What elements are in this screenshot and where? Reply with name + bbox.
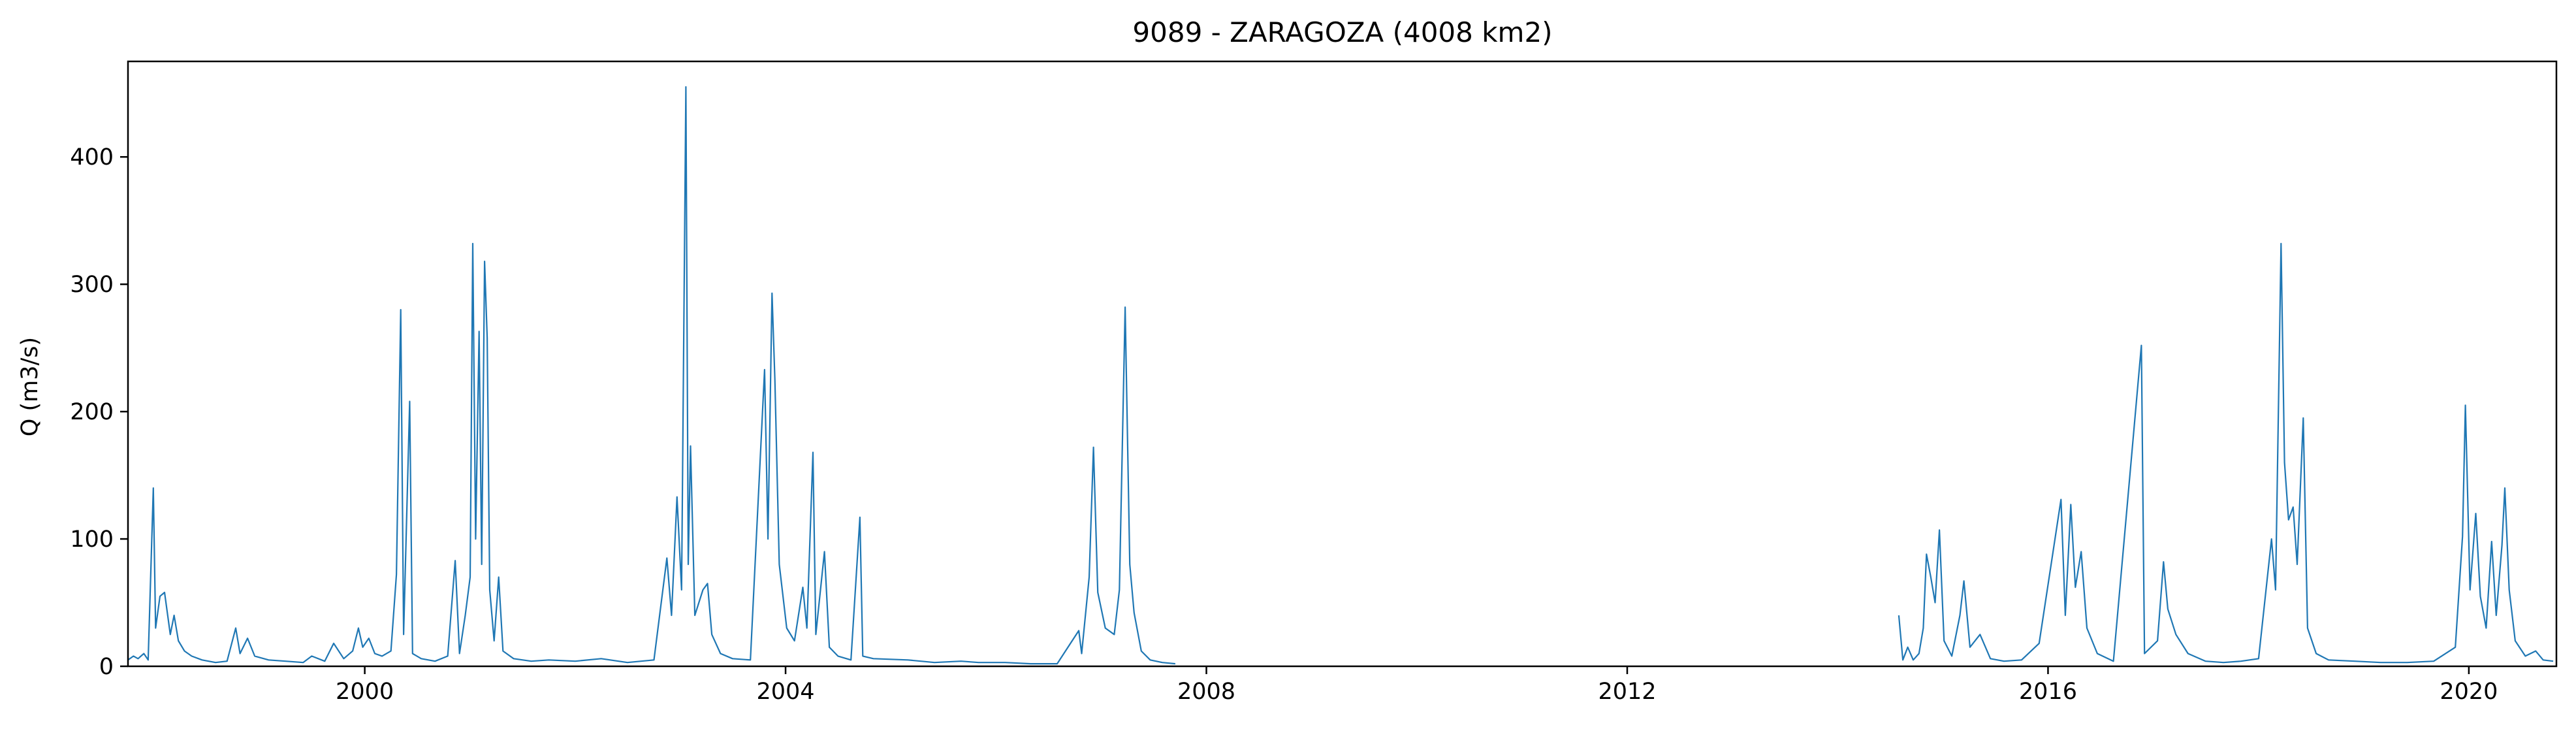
x-tick-label: 2004	[757, 679, 815, 705]
y-tick-label: 0	[99, 654, 114, 680]
chart-title: 9089 - ZARAGOZA (4008 km2)	[1132, 16, 1552, 48]
y-tick-label: 100	[70, 526, 114, 553]
x-tick-label: 2008	[1177, 679, 1235, 705]
x-tick-label: 2016	[2019, 679, 2077, 705]
discharge-line-segment-1	[127, 86, 1176, 665]
x-tick-label: 2020	[2440, 679, 2498, 705]
x-axis: 2000 2004 2008 2012 2016 2020	[336, 666, 2498, 705]
x-tick-label: 2012	[1598, 679, 1656, 705]
y-axis-label: Q (m3/s)	[17, 337, 43, 436]
y-tick-label: 300	[70, 272, 114, 298]
y-tick-label: 200	[70, 399, 114, 425]
axes-frame	[127, 60, 2558, 668]
plot-area	[127, 86, 2554, 665]
y-tick-label: 400	[70, 144, 114, 170]
discharge-line-segment-2	[1898, 242, 2554, 664]
y-axis: 0 100 200 300 400	[70, 144, 128, 680]
x-tick-label: 2000	[336, 679, 394, 705]
